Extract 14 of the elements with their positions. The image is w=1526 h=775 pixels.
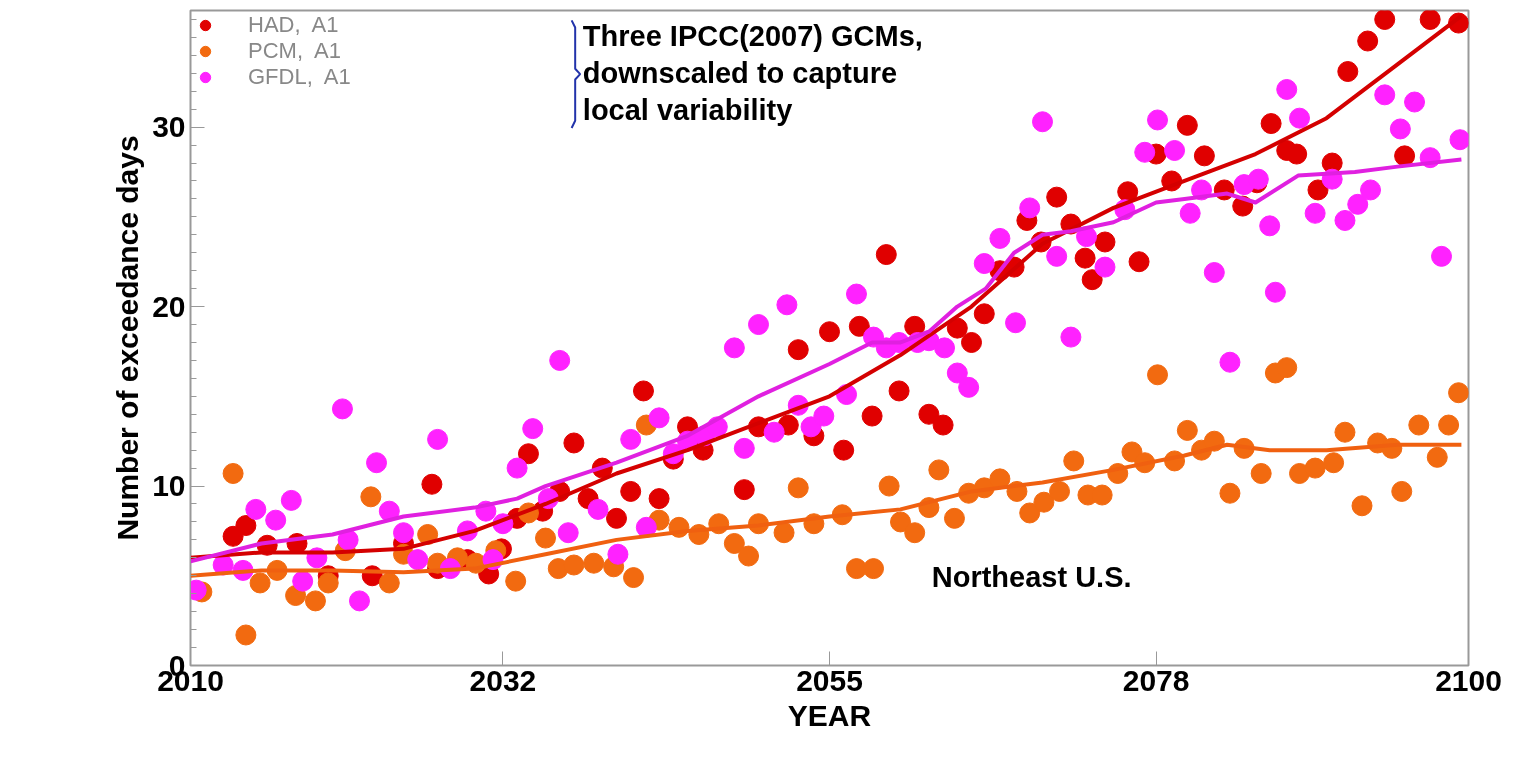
legend-label: PCM, A1 [248, 38, 341, 64]
annotation: Three IPCC(2007) GCMs, downscaled to capture local variability [582, 20, 923, 126]
x-tick-label: 2078 [1122, 663, 1190, 697]
x-axis-title: YEAR [787, 698, 872, 732]
x-tick-label: 2032 [469, 663, 537, 697]
legend-label: HAD, A1 [248, 12, 339, 38]
x-tick-label: 2100 [1435, 663, 1502, 697]
y-axis-title: Number of exceedance days [111, 135, 145, 541]
legend-label: GFDL, A1 [248, 64, 351, 90]
y-tick-label: 30 [152, 110, 186, 144]
x-tick-label: 2055 [796, 663, 863, 697]
y-tick-label: 20 [152, 289, 186, 323]
annotation: Northeast U.S. [931, 560, 1132, 593]
y-tick-label: 10 [152, 469, 186, 503]
